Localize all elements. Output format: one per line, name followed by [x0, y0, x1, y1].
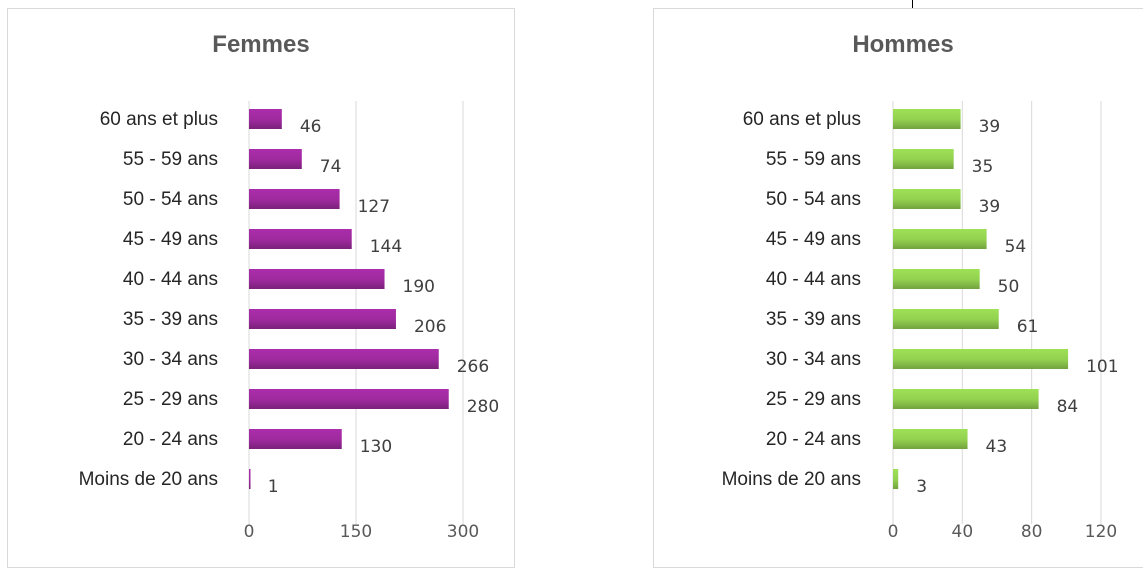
data-label: 1: [268, 477, 279, 497]
data-label: 50: [998, 277, 1020, 297]
data-label: 127: [358, 197, 390, 217]
category-label: 20 - 24 ans: [123, 429, 218, 450]
bar: [893, 229, 987, 249]
category-label: 40 - 44 ans: [766, 269, 861, 290]
bar: [893, 269, 980, 289]
x-tick-label: 120: [1085, 522, 1117, 542]
bar: [893, 109, 961, 129]
bar: [893, 349, 1069, 369]
x-tick-label: 0: [244, 522, 255, 542]
data-label: 266: [457, 357, 489, 377]
bar: [249, 389, 449, 409]
category-label: 40 - 44 ans: [123, 269, 218, 290]
bar: [893, 469, 899, 489]
data-label: 35: [972, 157, 994, 177]
data-label: 39: [979, 197, 1001, 217]
bar: [249, 429, 342, 449]
bar: [249, 109, 282, 129]
x-tick-label: 0: [888, 522, 899, 542]
x-tick-label: 40: [952, 522, 974, 542]
bar: [249, 469, 251, 489]
bar: [249, 349, 439, 369]
category-label: 50 - 54 ans: [766, 189, 861, 210]
chart-hommes: Hommes 0 40 80 120 60 ans et plus 39 55 - 59 a…: [653, 8, 1143, 568]
data-label: 101: [1086, 357, 1118, 377]
chart-femmes-plot: 0 150 300 60 ans et plus 46 55 - 59 ans 74 50 -…: [79, 101, 499, 542]
bar: [893, 309, 999, 329]
category-label: 35 - 39 ans: [766, 309, 861, 330]
category-label: 25 - 29 ans: [766, 389, 861, 410]
category-label: 55 - 59 ans: [123, 149, 218, 170]
category-label: 30 - 34 ans: [123, 349, 218, 370]
data-label: 206: [414, 317, 446, 337]
bar: [249, 189, 340, 209]
data-label: 130: [360, 437, 392, 457]
bar: [249, 269, 385, 289]
bar: [893, 429, 968, 449]
category-label: 60 ans et plus: [100, 109, 218, 130]
bar: [249, 229, 352, 249]
category-label: 45 - 49 ans: [123, 229, 218, 250]
category-label: 20 - 24 ans: [766, 429, 861, 450]
category-label: 35 - 39 ans: [123, 309, 218, 330]
chart-title-hommes: Hommes: [852, 31, 954, 58]
data-label: 3: [916, 477, 927, 497]
bar: [249, 309, 396, 329]
category-label: 50 - 54 ans: [123, 189, 218, 210]
bar: [249, 149, 302, 169]
chart-femmes: Femmes 0 150 300 60 ans et plus 46 55 - 59 an…: [7, 8, 515, 568]
data-label: 61: [1017, 317, 1039, 337]
x-tick-label: 300: [447, 522, 479, 542]
category-label: Moins de 20 ans: [722, 469, 861, 490]
data-label: 39: [979, 117, 1001, 137]
category-label: 30 - 34 ans: [766, 349, 861, 370]
category-label: 45 - 49 ans: [766, 229, 861, 250]
data-label: 74: [320, 157, 342, 177]
category-label: Moins de 20 ans: [79, 469, 218, 490]
x-tick-label: 80: [1021, 522, 1043, 542]
data-label: 190: [403, 277, 435, 297]
data-label: 46: [300, 117, 322, 137]
data-label: 84: [1057, 397, 1079, 417]
category-label: 55 - 59 ans: [766, 149, 861, 170]
data-label: 43: [986, 437, 1008, 457]
chart-hommes-plot: 0 40 80 120 60 ans et plus 39 55 - 59 ans 35 50 …: [722, 101, 1119, 542]
data-label: 144: [370, 237, 402, 257]
category-label: 60 ans et plus: [743, 109, 861, 130]
x-tick-label: 150: [340, 522, 372, 542]
data-label: 280: [467, 397, 499, 417]
chart-title-femmes: Femmes: [212, 31, 310, 58]
bar: [893, 149, 954, 169]
top-right-box-rule: [943, 0, 1128, 2]
bar: [893, 189, 961, 209]
bar: [893, 389, 1039, 409]
data-label: 54: [1005, 237, 1027, 257]
category-label: 25 - 29 ans: [123, 389, 218, 410]
